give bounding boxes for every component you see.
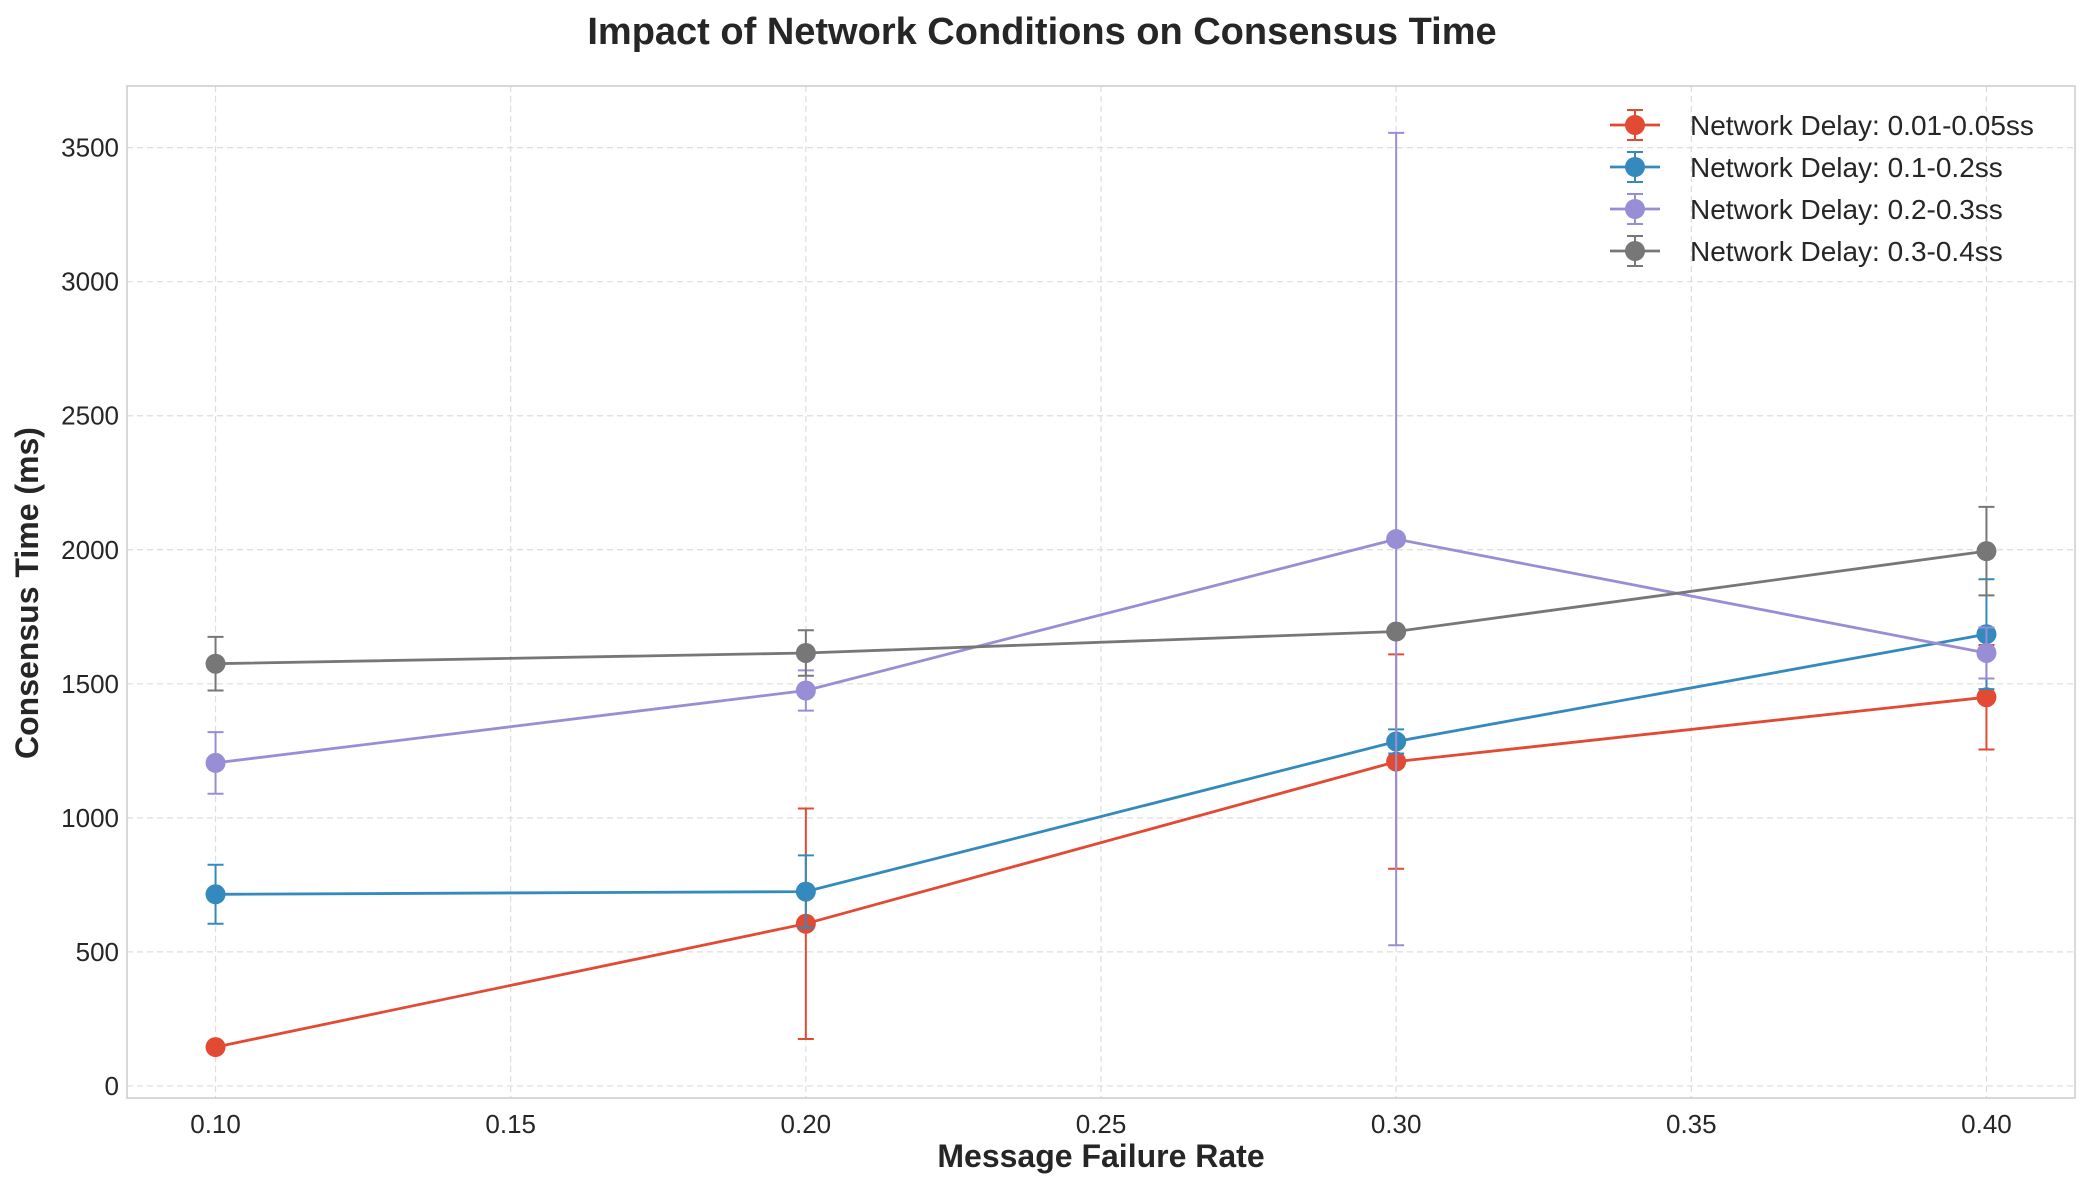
legend-label: Network Delay: 0.3-0.4ss	[1690, 236, 2003, 267]
x-tick-label: 0.40	[1961, 1109, 2012, 1139]
x-tick-label: 0.15	[485, 1109, 536, 1139]
data-point	[1976, 687, 1997, 708]
series-line	[215, 549, 1987, 666]
y-axis-label: Consensus Time (ms)	[9, 427, 45, 759]
data-point	[1386, 621, 1407, 642]
y-tick-label: 0	[105, 1071, 119, 1101]
y-tick-label: 2500	[61, 401, 119, 431]
y-tick-label: 3500	[61, 133, 119, 163]
y-tick-label: 1000	[61, 803, 119, 833]
legend-label: Network Delay: 0.01-0.05ss	[1690, 110, 2034, 141]
chart-title: Impact of Network Conditions on Consensu…	[587, 11, 1496, 53]
data-point	[795, 680, 816, 701]
y-tick-label: 3000	[61, 267, 119, 297]
legend-marker	[1625, 157, 1645, 177]
axis-ticks: 0.10 0.15 0.20 0.25 0.30 0.35 0.40 0 500 1000 1500…	[61, 133, 2012, 1139]
data-point	[1976, 642, 1997, 663]
legend: Network Delay: 0.01-0.05ss Network Delay:…	[1610, 109, 2034, 267]
data-point	[795, 642, 816, 663]
legend-marker	[1625, 115, 1645, 135]
y-tick-label: 500	[76, 937, 119, 967]
legend-label: Network Delay: 0.2-0.3ss	[1690, 194, 2003, 225]
legend-marker	[1625, 199, 1645, 219]
data-point	[205, 884, 226, 905]
series-4	[205, 505, 1997, 692]
series-3	[205, 131, 1997, 947]
data-point	[205, 1037, 226, 1058]
data-point	[205, 752, 226, 773]
x-tick-label: 0.10	[190, 1109, 241, 1139]
x-axis-label: Message Failure Rate	[937, 1138, 1264, 1174]
series-line	[215, 537, 1987, 765]
data-point	[1976, 541, 1997, 562]
x-tick-label: 0.35	[1666, 1109, 1717, 1139]
x-tick-label: 0.25	[1076, 1109, 1127, 1139]
x-tick-label: 0.30	[1371, 1109, 1422, 1139]
plot-area	[126, 85, 2076, 1099]
data-point	[1386, 529, 1407, 550]
series-line	[215, 632, 1987, 896]
data-point	[205, 653, 226, 674]
series-group	[205, 131, 1997, 1058]
data-point	[795, 881, 816, 902]
y-tick-label: 1500	[61, 669, 119, 699]
y-tick-label: 2000	[61, 535, 119, 565]
x-tick-label: 0.20	[781, 1109, 832, 1139]
series-line	[215, 695, 1987, 1049]
legend-label: Network Delay: 0.1-0.2ss	[1690, 152, 2003, 183]
legend-marker	[1625, 241, 1645, 261]
